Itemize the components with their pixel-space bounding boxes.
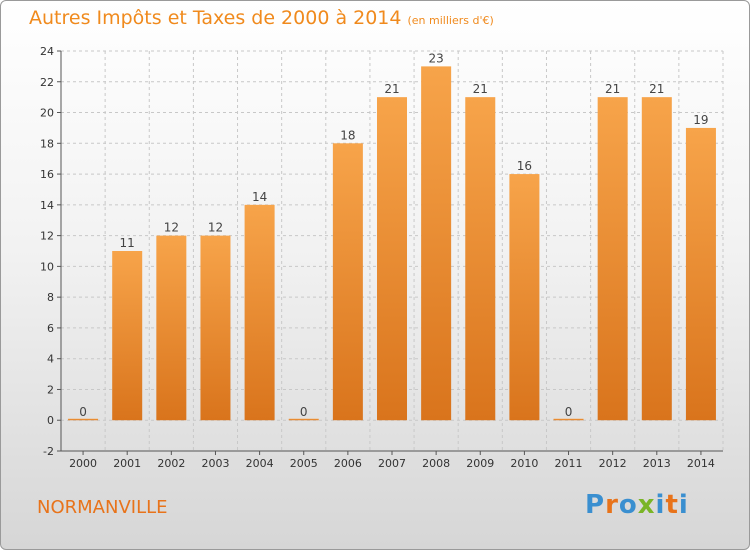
- bar: [332, 143, 363, 421]
- y-tick-label: 8: [47, 291, 54, 304]
- logo-letter: r: [605, 490, 619, 520]
- proxiti-logo: Proxiti: [585, 490, 689, 520]
- chart-title: Autres Impôts et Taxes de 2000 à 2014 (en…: [29, 7, 494, 29]
- x-tick-label: 2002: [157, 457, 185, 470]
- bar: [509, 174, 540, 421]
- y-tick-label: 22: [40, 76, 54, 89]
- logo-letter: o: [618, 490, 638, 520]
- data-label: 12: [208, 221, 223, 235]
- x-tick-label: 2004: [246, 457, 274, 470]
- x-tick-label: 2006: [334, 457, 362, 470]
- data-label: 18: [340, 128, 355, 142]
- bar: [376, 97, 408, 421]
- x-tick-label: 2003: [201, 457, 229, 470]
- bar: [553, 418, 584, 421]
- logo-letter: i: [678, 490, 689, 520]
- logo-letter: t: [665, 490, 679, 520]
- y-tick-label: -2: [43, 445, 54, 458]
- y-tick-label: 18: [40, 137, 54, 150]
- data-label: 23: [428, 51, 443, 65]
- x-tick-label: 2009: [466, 457, 494, 470]
- bar: [641, 97, 672, 421]
- bar: [685, 127, 716, 421]
- x-tick-label: 2005: [290, 457, 318, 470]
- logo-letter: P: [585, 490, 606, 520]
- y-tick-label: 6: [47, 322, 54, 335]
- y-tick-label: 24: [40, 45, 54, 58]
- bar: [288, 418, 319, 421]
- chart-title-text: Autres Impôts et Taxes de 2000 à 2014: [29, 7, 402, 29]
- x-tick-label: 2011: [555, 457, 583, 470]
- x-tick-label: 2007: [378, 457, 406, 470]
- bar: [244, 204, 275, 421]
- data-label: 16: [517, 159, 532, 173]
- data-labels: 0 11 12 12 14 0 18 21 23 21 16 0 21 21 19: [79, 51, 708, 419]
- logo-letter: i: [655, 490, 666, 520]
- bars: [68, 66, 716, 421]
- data-label: 0: [79, 405, 87, 419]
- data-label: 0: [300, 405, 308, 419]
- bar: [597, 97, 628, 421]
- x-tick-label: 2001: [113, 457, 141, 470]
- data-label: 21: [649, 82, 664, 96]
- x-tick-label: 2013: [643, 457, 671, 470]
- y-tick-label: 12: [40, 230, 54, 243]
- data-label: 14: [252, 190, 267, 204]
- bar: [200, 235, 231, 421]
- y-tick-label: 16: [40, 168, 54, 181]
- data-label: 0: [565, 405, 573, 419]
- bar: [421, 66, 452, 421]
- bar: [156, 235, 187, 421]
- logo-letter: x: [637, 490, 656, 520]
- y-tick-label: 0: [47, 414, 54, 427]
- data-label: 19: [693, 113, 708, 127]
- x-tick-label: 2012: [599, 457, 627, 470]
- chart-subtitle: (en milliers d'€): [407, 14, 494, 27]
- y-tick-label: 4: [47, 353, 54, 366]
- x-tick-label: 2008: [422, 457, 450, 470]
- y-tick-label: 14: [40, 199, 54, 212]
- city-name: NORMANVILLE: [37, 497, 168, 518]
- y-tick-label: 2: [47, 383, 54, 396]
- bar: [68, 418, 99, 421]
- x-tick-label: 2000: [69, 457, 97, 470]
- y-tick-label: 20: [40, 107, 54, 120]
- data-label: 12: [164, 221, 179, 235]
- bar: [465, 97, 496, 421]
- y-tick-label: 10: [40, 260, 54, 273]
- data-label: 21: [473, 82, 488, 96]
- x-tick-label: 2014: [687, 457, 715, 470]
- x-tick-label: 2010: [510, 457, 538, 470]
- data-label: 21: [384, 82, 399, 96]
- data-label: 21: [605, 82, 620, 96]
- bar: [112, 251, 143, 421]
- data-label: 11: [120, 236, 135, 250]
